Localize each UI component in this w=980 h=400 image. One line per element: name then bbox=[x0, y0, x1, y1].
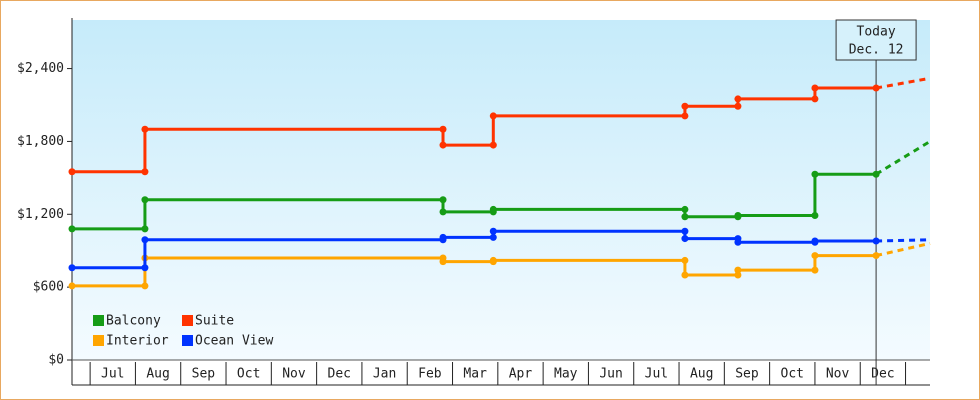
point bbox=[489, 112, 497, 120]
x-tick-label: Feb bbox=[418, 367, 442, 382]
point bbox=[68, 282, 76, 290]
today-label: Today bbox=[857, 25, 896, 40]
point bbox=[439, 196, 447, 204]
point bbox=[439, 258, 447, 266]
point bbox=[811, 266, 819, 274]
point bbox=[489, 256, 497, 264]
today-box bbox=[835, 19, 917, 61]
forecast-line bbox=[875, 76, 931, 90]
x-tick-label: Oct bbox=[237, 367, 260, 382]
point bbox=[141, 168, 149, 176]
x-tick-label: Dec bbox=[871, 367, 894, 382]
series-line bbox=[72, 254, 877, 288]
legend-label: Suite bbox=[195, 314, 234, 329]
x-tick-label: May bbox=[554, 367, 578, 382]
point bbox=[68, 168, 76, 176]
point bbox=[872, 237, 880, 245]
y-tick-label: $0 bbox=[48, 353, 64, 368]
point bbox=[141, 125, 149, 133]
point bbox=[439, 208, 447, 216]
point bbox=[811, 237, 819, 245]
x-tick-label: Jun bbox=[599, 367, 622, 382]
point bbox=[68, 264, 76, 272]
point bbox=[489, 141, 497, 149]
x-tick-label: Apr bbox=[509, 367, 533, 382]
x-tick-label: Nov bbox=[826, 367, 850, 382]
point bbox=[734, 95, 742, 103]
point bbox=[141, 264, 149, 272]
point bbox=[734, 212, 742, 219]
point bbox=[681, 112, 689, 120]
point bbox=[681, 271, 689, 279]
series-line bbox=[72, 172, 877, 231]
y-tick-label: $2,400 bbox=[17, 61, 64, 76]
point bbox=[489, 227, 497, 235]
point bbox=[681, 213, 689, 221]
x-tick-label: Sep bbox=[735, 367, 759, 382]
point bbox=[681, 235, 689, 243]
y-tick-label: $1,200 bbox=[17, 207, 64, 222]
point bbox=[489, 205, 497, 213]
legend-swatch bbox=[93, 335, 104, 346]
point bbox=[141, 236, 149, 244]
series-line bbox=[72, 86, 877, 174]
x-tick-label: Mar bbox=[463, 367, 487, 382]
point bbox=[811, 212, 819, 219]
point bbox=[811, 95, 819, 103]
x-tick-label: Jul bbox=[645, 367, 668, 382]
point bbox=[872, 84, 880, 92]
point bbox=[811, 84, 819, 92]
forecast-line bbox=[876, 238, 931, 243]
today-label: Dec. 12 bbox=[849, 43, 904, 58]
point bbox=[681, 256, 689, 264]
y-tick-label: $600 bbox=[33, 280, 64, 295]
legend-label: Ocean View bbox=[195, 334, 273, 349]
point bbox=[141, 196, 149, 204]
point bbox=[872, 252, 880, 260]
point bbox=[734, 266, 742, 274]
x-tick-label: Aug bbox=[146, 367, 169, 382]
point bbox=[68, 225, 76, 233]
point bbox=[439, 141, 447, 149]
x-tick-label: Dec bbox=[328, 367, 351, 382]
x-tick-label: Nov bbox=[282, 367, 306, 382]
x-tick-label: Jul bbox=[101, 367, 124, 382]
x-tick-label: Sep bbox=[192, 367, 216, 382]
legend-label: Balcony bbox=[106, 314, 161, 329]
y-tick-label: $1,800 bbox=[17, 134, 64, 149]
point bbox=[681, 205, 689, 213]
point bbox=[734, 271, 742, 279]
point bbox=[681, 102, 689, 110]
legend-label: Interior bbox=[106, 334, 169, 349]
point bbox=[734, 238, 742, 246]
series-line bbox=[72, 229, 877, 270]
forecast-line bbox=[875, 241, 931, 258]
point bbox=[811, 170, 819, 178]
plot-area bbox=[72, 20, 930, 360]
point bbox=[439, 125, 447, 133]
point bbox=[439, 233, 447, 241]
point bbox=[734, 102, 742, 110]
point bbox=[489, 233, 497, 241]
x-tick-label: Oct bbox=[781, 367, 804, 382]
point bbox=[141, 282, 149, 290]
point bbox=[872, 170, 880, 178]
x-tick-label: Aug bbox=[690, 367, 713, 382]
point bbox=[141, 225, 149, 233]
legend-swatch bbox=[182, 315, 193, 326]
point bbox=[681, 227, 689, 235]
legend-swatch bbox=[182, 335, 193, 346]
point bbox=[811, 252, 819, 260]
legend-swatch bbox=[93, 315, 104, 326]
x-tick-label: Jan bbox=[373, 367, 396, 382]
